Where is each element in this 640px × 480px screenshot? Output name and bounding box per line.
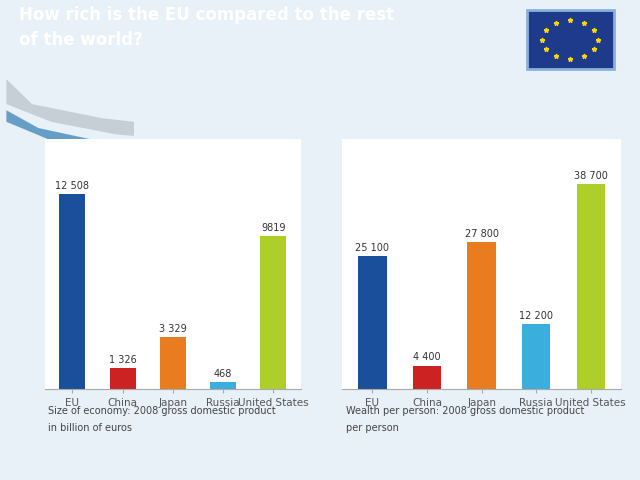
Text: 12 200: 12 200 (519, 311, 553, 321)
Text: 9819: 9819 (261, 223, 285, 233)
Text: Size of economy: 2008 gross domestic product: Size of economy: 2008 gross domestic pro… (48, 406, 276, 416)
Bar (467, 242, 496, 389)
Text: Wealth per person: 2008 gross domestic product: Wealth per person: 2008 gross domestic p… (346, 406, 584, 416)
Polygon shape (6, 104, 134, 159)
Bar (210, 382, 236, 389)
Text: 1 326: 1 326 (109, 355, 136, 365)
Text: in billion of euros: in billion of euros (48, 423, 132, 433)
Bar (60, 194, 86, 389)
Text: 3 329: 3 329 (159, 324, 187, 334)
Bar (109, 368, 136, 389)
Text: 4 400: 4 400 (413, 352, 441, 362)
Bar (413, 366, 441, 389)
Polygon shape (6, 79, 134, 136)
Text: 468: 468 (214, 369, 232, 379)
Text: 12 508: 12 508 (56, 181, 90, 191)
Text: per person: per person (346, 423, 399, 433)
Bar (260, 236, 286, 389)
Bar (577, 184, 605, 389)
Text: 25 100: 25 100 (355, 243, 389, 253)
Text: 38 700: 38 700 (574, 171, 608, 181)
Bar (160, 337, 186, 389)
Bar (358, 256, 387, 389)
Bar (522, 324, 550, 389)
Bar (527, 11, 614, 69)
Text: 27 800: 27 800 (465, 229, 499, 239)
Text: How rich is the EU compared to the rest
of the world?: How rich is the EU compared to the rest … (19, 6, 394, 49)
